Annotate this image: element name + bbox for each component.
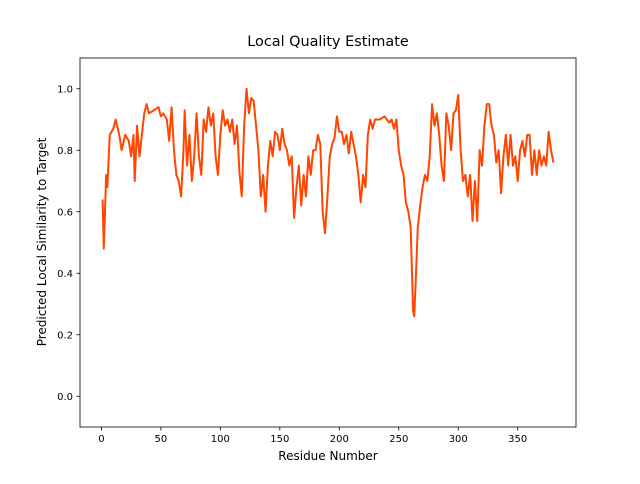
- x-tick-label: 50: [155, 434, 168, 445]
- y-tick-label: 0.2: [57, 330, 73, 341]
- x-tick-label: 100: [211, 434, 230, 445]
- y-tick-label: 0.0: [57, 392, 73, 403]
- y-tick-label: 1.0: [57, 84, 73, 95]
- x-tick-label: 200: [330, 434, 349, 445]
- x-axis-label: Residue Number: [278, 449, 377, 463]
- x-tick-label: 300: [449, 434, 468, 445]
- x-tick-label: 250: [389, 434, 408, 445]
- y-axis-label: Predicted Local Similarity to Target: [35, 137, 49, 346]
- plot-frame: [79, 57, 577, 428]
- y-tick-label: 0.4: [57, 269, 73, 280]
- x-tick-label: 0: [98, 434, 104, 445]
- y-tick-label: 0.8: [57, 146, 73, 157]
- x-tick-label: 150: [270, 434, 289, 445]
- chart-title: Local Quality Estimate: [247, 34, 409, 50]
- data-line: [101, 87, 555, 318]
- x-tick-label: 350: [508, 434, 527, 445]
- y-tick-label: 0.6: [57, 207, 73, 218]
